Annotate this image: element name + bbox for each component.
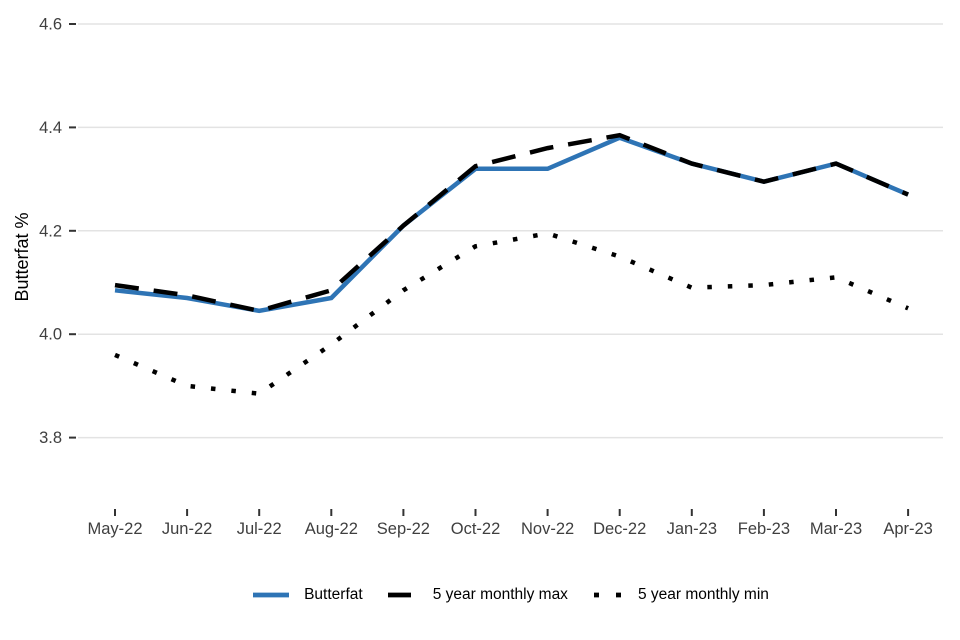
x-tick-label-aug-22: Aug-22: [305, 520, 358, 538]
axis-ticks: [69, 23, 910, 516]
x-tick-label-mar-23: Mar-23: [810, 520, 862, 538]
series-lines: [114, 132, 909, 397]
legend-label: 5 year monthly min: [637, 586, 769, 603]
x-tick-label-sep-22: Sep-22: [377, 520, 430, 538]
x-tick-label-apr-23: Apr-23: [883, 520, 933, 538]
series-line-5-year-monthly-max: [114, 132, 909, 314]
x-tick-label-oct-22: Oct-22: [451, 520, 501, 538]
x-tick-label-dec-22: Dec-22: [593, 520, 646, 538]
series-line-butterfat: [114, 135, 909, 314]
gridlines: [78, 23, 943, 439]
x-tick-label-jul-22: Jul-22: [237, 520, 282, 538]
legend-swatch-5-year-monthly-max-icon: [387, 592, 418, 598]
series-line-5-year-monthly-min: [114, 231, 909, 397]
x-tick-label-nov-22: Nov-22: [521, 520, 574, 538]
legend-label: 5 year monthly max: [432, 586, 568, 603]
y-tick-label: 4.6: [39, 16, 62, 34]
x-tick-label-jan-23: Jan-23: [667, 520, 717, 538]
legend-swatch-5-year-monthly-min-icon: [593, 592, 623, 598]
y-tick-label: 4.4: [39, 119, 62, 137]
x-tick-label-feb-23: Feb-23: [738, 520, 790, 538]
y-tick-label: 4.0: [39, 326, 62, 344]
legend: Butterfat 5 year monthly max 5 year monthl…: [78, 586, 943, 604]
legend-label: Butterfat: [304, 586, 363, 603]
y-tick-label: 3.8: [39, 429, 62, 447]
y-axis-title: Butterfat %: [12, 212, 32, 301]
legend-item-5-year-monthly-max: 5 year monthly max: [381, 586, 568, 604]
axis-tick-labels: 4.6 4.4 4.2 4.0 3.8 May-22 Jun-22 Jul-22 Aug-22 S…: [39, 16, 933, 539]
y-tick-label: 4.2: [39, 222, 62, 240]
legend-item-butterfat: Butterfat: [252, 586, 363, 604]
legend-swatch-butterfat-icon: [253, 592, 290, 598]
legend-item-5-year-monthly-min: 5 year monthly min: [586, 586, 769, 604]
x-tick-label-jun-22: Jun-22: [162, 520, 212, 538]
x-tick-label-may-22: May-22: [87, 520, 142, 538]
plot-area: 4.6 4.4 4.2 4.0 3.8 May-22 Jun-22 Jul-22 Aug-22 S…: [12, 16, 943, 539]
